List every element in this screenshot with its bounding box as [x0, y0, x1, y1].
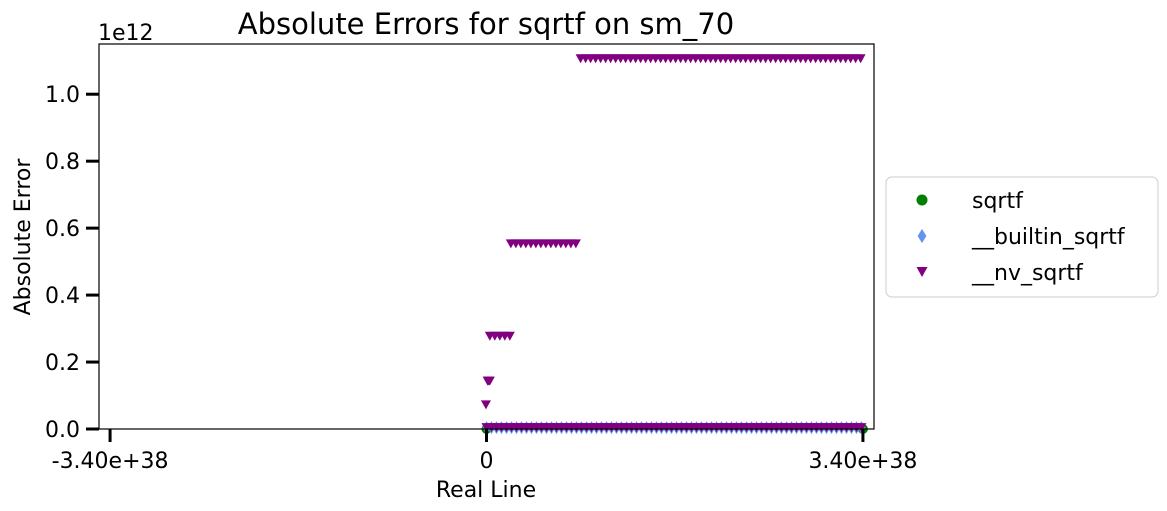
plot-frame	[98, 43, 875, 430]
legend-label: __nv_sqrtf	[971, 261, 1084, 286]
data-point	[504, 331, 515, 341]
data-point	[855, 54, 866, 64]
data-point-run	[481, 423, 867, 433]
legend-marker	[917, 228, 927, 244]
legend: sqrtf __builtin_sqrtf __nv_sqrtf	[885, 176, 1159, 298]
y-axis-label: Absolute Error	[11, 158, 36, 316]
x-tick-label: 3.40e+38	[808, 449, 917, 474]
data-marks	[480, 54, 868, 435]
data-point-run	[505, 239, 581, 249]
y-tick-label: 0.6	[45, 217, 80, 242]
data-point	[856, 423, 867, 433]
legend-marker	[916, 194, 928, 206]
data-point-run	[575, 54, 866, 64]
legend-frame	[885, 176, 1159, 298]
legend-item: __nv_sqrtf	[916, 261, 1084, 286]
data-point	[484, 376, 495, 386]
data-point	[570, 239, 581, 249]
y-ticks: 0.0 0.2 0.4 0.6 0.8 1.0	[45, 83, 99, 443]
legend-marker	[916, 267, 928, 277]
x-ticks: -3.40e+38 0 3.40e+38	[52, 429, 917, 474]
x-tick-label: -3.40e+38	[52, 449, 169, 474]
legend-item: __builtin_sqrtf	[917, 225, 1126, 250]
y-tick-label: 0.2	[45, 351, 80, 376]
series-nvsqrtf	[480, 54, 867, 433]
legend-label: __builtin_sqrtf	[971, 225, 1126, 250]
y-offset-label: 1e12	[98, 21, 154, 46]
data-point-run	[484, 331, 515, 341]
y-tick-label: 0.8	[45, 150, 80, 175]
chart-title: Absolute Errors for sqrtf on sm_70	[238, 7, 734, 41]
y-tick-label: 0.4	[45, 284, 80, 309]
y-tick-label: 0.0	[45, 418, 80, 443]
x-axis-label: Real Line	[436, 478, 536, 503]
x-tick-label: 0	[480, 449, 494, 474]
legend-label: sqrtf	[972, 189, 1024, 214]
data-point	[480, 400, 491, 410]
legend-item: sqrtf	[916, 189, 1024, 214]
y-tick-label: 1.0	[45, 83, 80, 108]
